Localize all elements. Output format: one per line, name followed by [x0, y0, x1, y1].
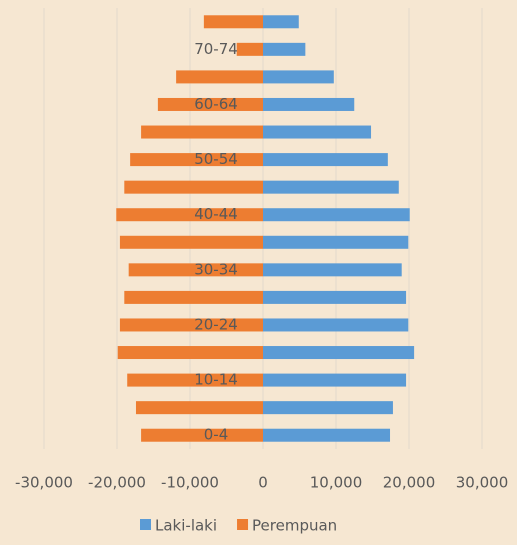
bar: [263, 263, 402, 277]
bar: [203, 15, 263, 29]
bar: [263, 373, 407, 387]
legend-swatch: [140, 519, 151, 530]
y-tick-label: 20-24: [194, 315, 238, 333]
bar: [263, 180, 399, 194]
legend-swatch: [237, 519, 249, 530]
legend-label: Perempuan: [252, 517, 337, 535]
y-tick-label: 50-54: [194, 150, 238, 168]
bar: [263, 15, 299, 29]
y-tick-label: 40-44: [194, 205, 238, 223]
x-tick-label: 30,000: [456, 474, 509, 492]
x-tick-label: -30,000: [15, 474, 73, 492]
bar: [263, 290, 407, 304]
bar: [119, 235, 263, 249]
bar: [157, 97, 263, 111]
bar: [263, 318, 409, 332]
x-tick-label: -10,000: [161, 474, 219, 492]
x-tick-label: 10,000: [310, 474, 363, 492]
y-tick-label: 70-74: [194, 40, 238, 58]
y-tick-label: 0-4: [204, 426, 229, 444]
bar: [263, 153, 388, 167]
x-tick-label: -20,000: [88, 474, 146, 492]
bar: [117, 346, 263, 360]
bar: [263, 208, 410, 222]
bar: [263, 97, 355, 111]
legend-label: Laki-laki: [155, 517, 217, 535]
bar: [119, 318, 263, 332]
bar: [263, 70, 334, 84]
bar: [263, 42, 306, 56]
bar: [263, 428, 391, 442]
bar: [116, 208, 264, 222]
bar: [130, 153, 263, 167]
x-tick-label: 20,000: [383, 474, 436, 492]
bar: [141, 428, 263, 442]
bar: [135, 401, 263, 415]
bar: [263, 235, 409, 249]
bar: [124, 180, 263, 194]
y-tick-label: 60-64: [194, 95, 238, 113]
bar: [128, 263, 263, 277]
bar: [176, 70, 263, 84]
y-tick-label: 10-14: [194, 371, 238, 389]
bar: [263, 346, 415, 360]
bar: [263, 125, 372, 139]
x-tick-label: 0: [258, 474, 268, 492]
bar: [124, 290, 263, 304]
bar: [263, 401, 393, 415]
bar: [127, 373, 263, 387]
bar: [141, 125, 263, 139]
y-tick-label: 30-34: [194, 260, 238, 278]
bar: [236, 42, 263, 56]
